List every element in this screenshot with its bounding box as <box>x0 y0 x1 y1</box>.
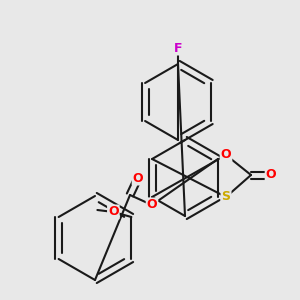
Text: O: O <box>221 148 231 161</box>
Text: O: O <box>266 169 276 182</box>
Text: F: F <box>174 41 182 55</box>
Text: O: O <box>133 172 143 184</box>
Text: O: O <box>147 199 157 212</box>
Text: O: O <box>108 206 119 218</box>
Text: S: S <box>221 190 230 203</box>
